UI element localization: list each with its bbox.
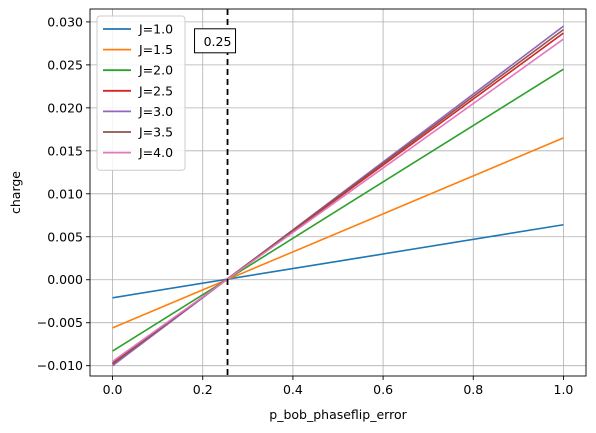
x-tick-label: 0.4 (283, 382, 303, 397)
annotation: 0.25 (194, 28, 237, 54)
x-tick-label: 1.0 (554, 382, 574, 397)
legend-label: J=3.0 (138, 104, 173, 119)
annotation-text: 0.25 (204, 34, 232, 49)
legend-label: J=3.5 (138, 125, 173, 140)
legend-label: J=1.0 (138, 22, 173, 37)
x-tick-label: 0.6 (373, 382, 393, 397)
y-tick-label: 0.025 (47, 57, 83, 72)
y-tick-label: 0.010 (47, 186, 83, 201)
legend-label: J=2.5 (138, 83, 173, 98)
y-tick-label: 0.005 (47, 229, 83, 244)
x-tick-label: 0.2 (193, 382, 213, 397)
legend-label: J=2.0 (138, 63, 173, 78)
x-axis-label: p_bob_phaseflip_error (269, 407, 407, 422)
y-axis-ticks: −0.010 −0.005 0.000 0.005 0.010 0.015 0.020 0.0… (37, 14, 90, 373)
series-line (112, 38, 564, 363)
legend: J=1.0 J=1.5 J=2.0 J=2.5 J=3.0 J=3.5 J=4.0 (96, 15, 186, 171)
annotation-box (194, 28, 237, 54)
series-line (112, 137, 564, 329)
y-tick-label: 0.020 (47, 100, 83, 115)
series-lines (112, 25, 564, 367)
x-tick-label: 0.0 (103, 382, 123, 397)
y-tick-label: 0.015 (47, 143, 83, 158)
legend-label: J=4.0 (138, 145, 173, 160)
x-tick-label: 0.8 (463, 382, 483, 397)
series-line (112, 68, 564, 352)
y-tick-label: −0.010 (37, 358, 83, 373)
x-axis-ticks: 0.0 0.2 0.4 0.6 0.8 1.0 (103, 376, 574, 397)
series-line (112, 223, 564, 299)
y-tick-label: 0.030 (47, 14, 83, 29)
y-axis-label: charge (8, 171, 23, 214)
legend-label: J=1.5 (138, 42, 173, 57)
y-tick-label: 0.000 (47, 272, 83, 287)
y-tick-label: −0.005 (37, 315, 83, 330)
grid (90, 9, 586, 376)
plot-frame (89, 8, 587, 377)
